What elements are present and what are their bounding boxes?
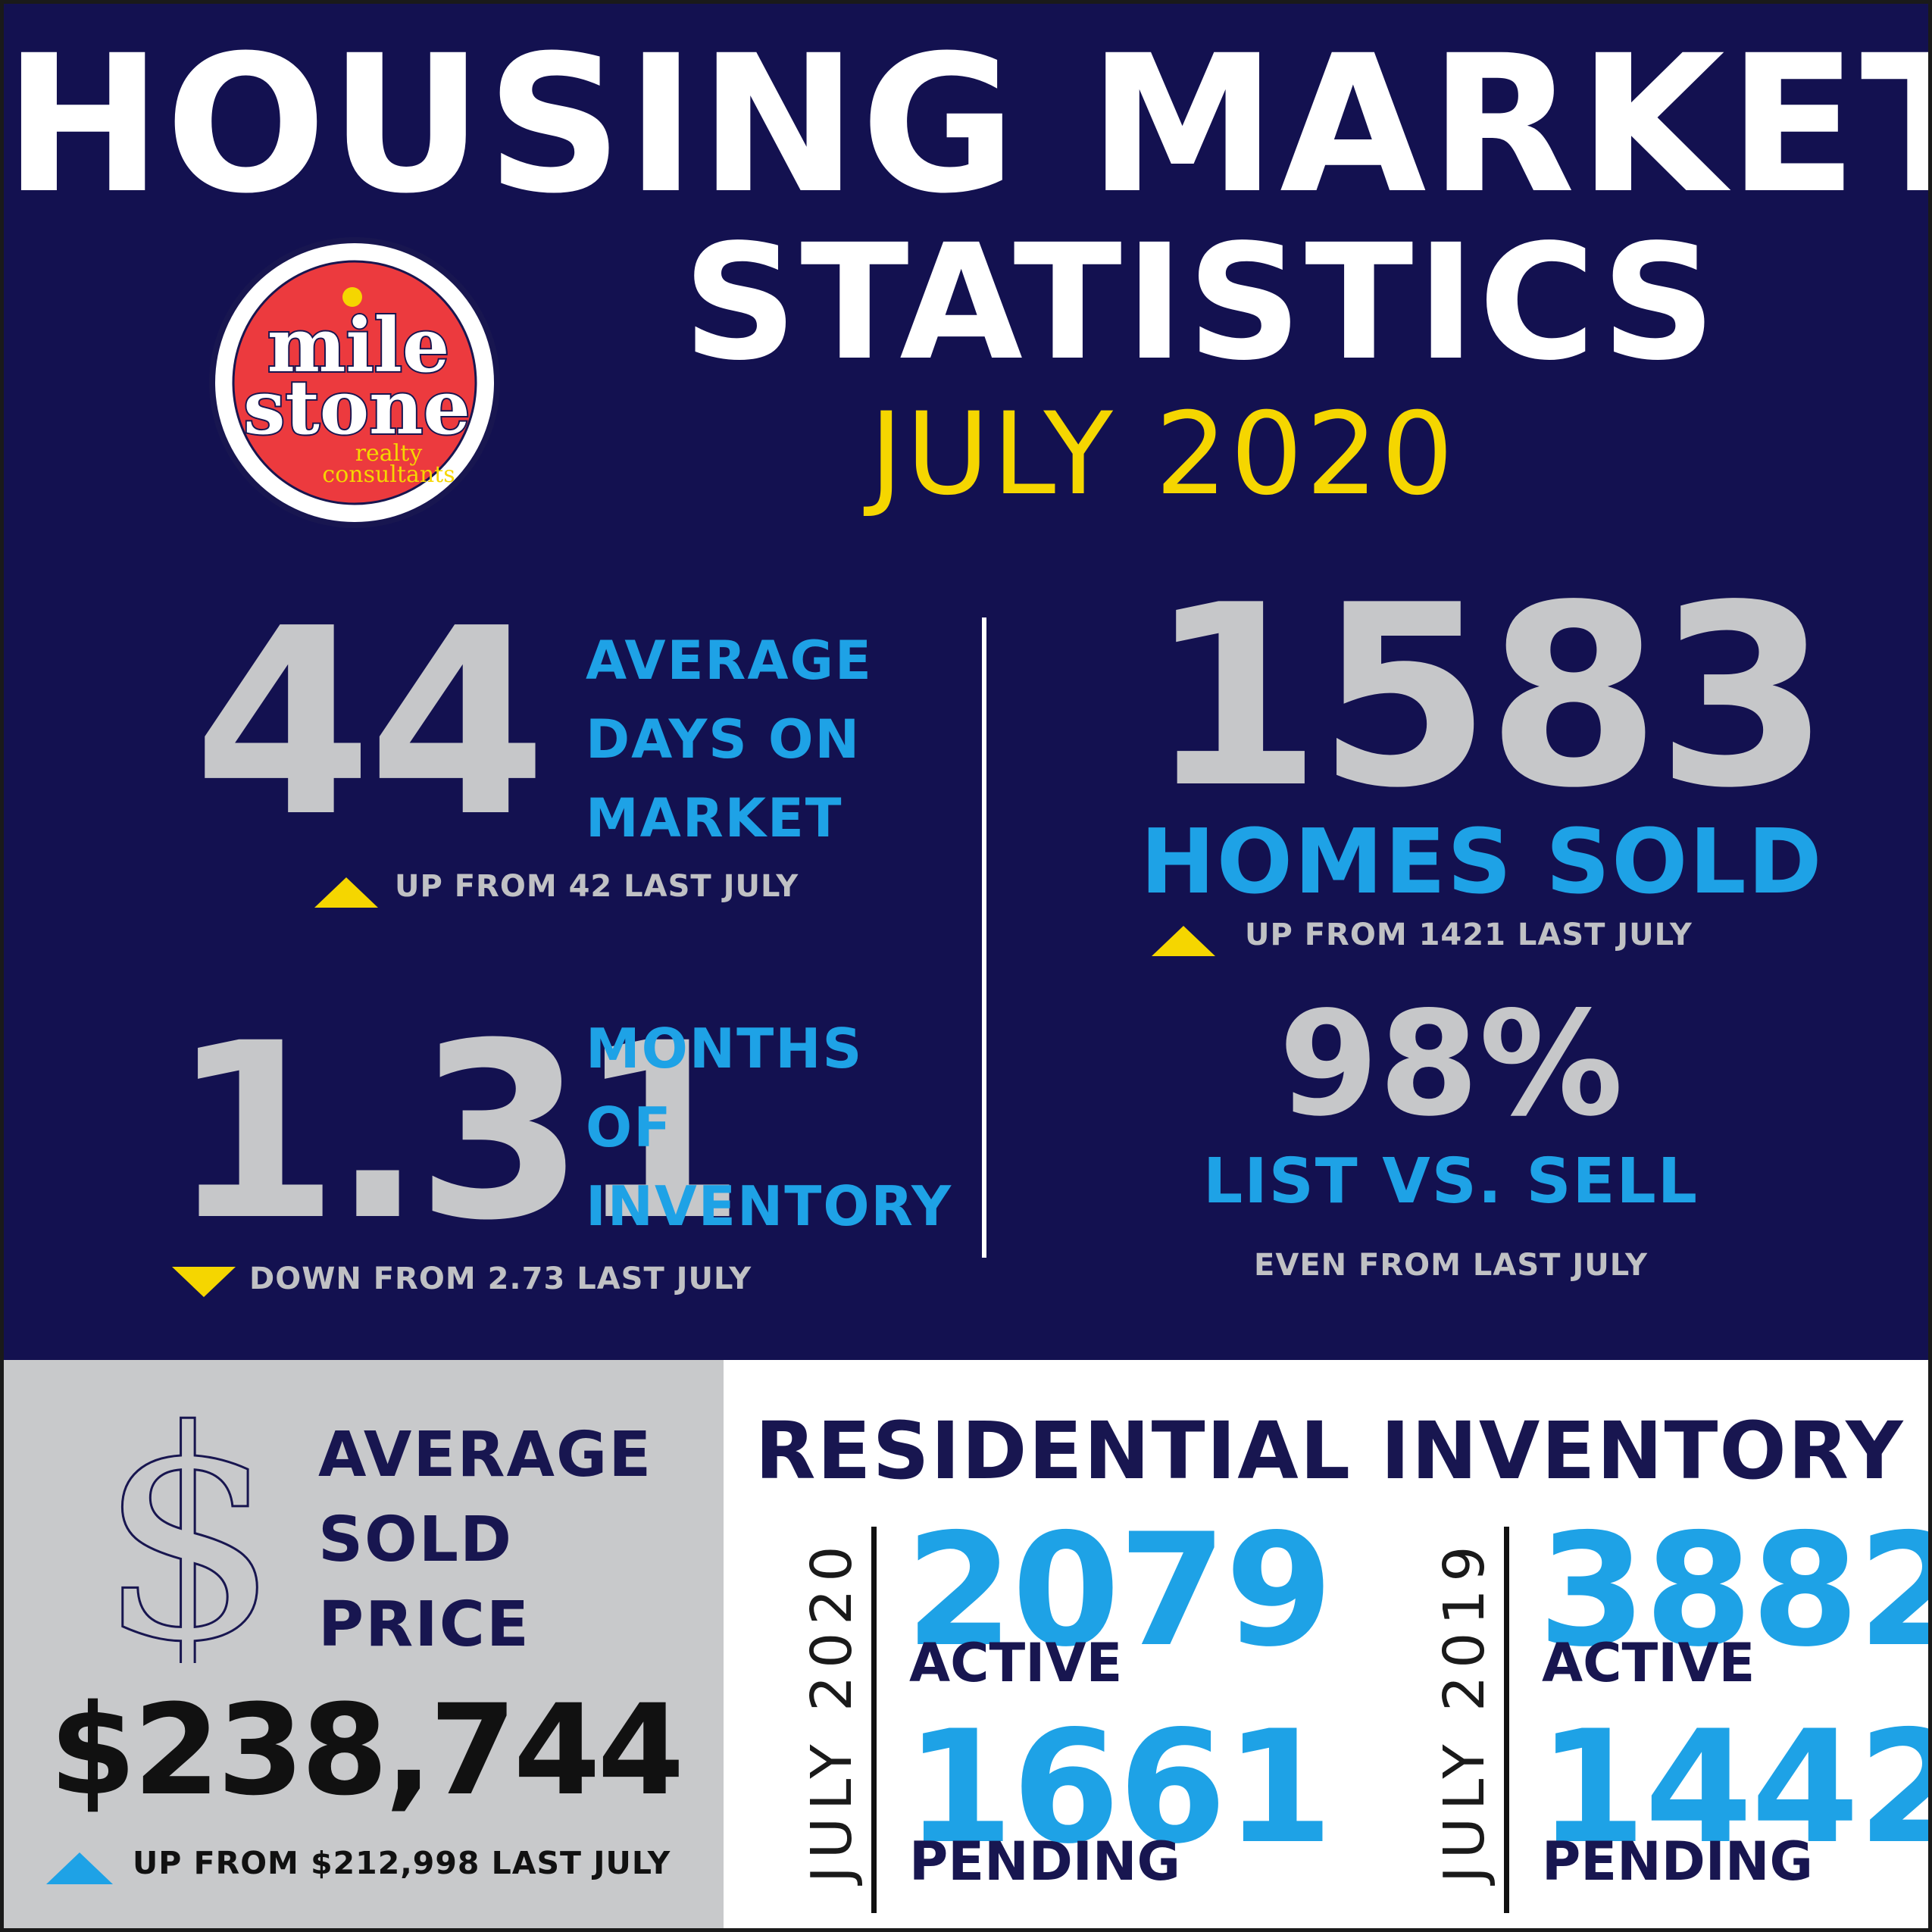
price-label-line3: PRICE [318,1589,530,1661]
period-2020-active-value: 2079 [905,1501,1333,1681]
days-on-market-label: AVERAGE DAYS ON MARKET [586,621,873,858]
milestone-logo: mile stone realty consultants [207,235,502,530]
average-price-change: UP FROM $212,998 LAST JULY [133,1845,671,1881]
period-2020-divider [871,1527,877,1913]
homes-sold-value: 1583 [1148,552,1830,843]
period-2019-pending-label: PENDING [1542,1830,1813,1893]
vertical-divider [982,617,986,1258]
homes-sold-change: UP FROM 1421 LAST JULY [1245,918,1693,952]
price-label-line2: SOLD [318,1504,514,1576]
up-arrow-icon [46,1852,113,1884]
days-on-market-change: UP FROM 42 LAST JULY [395,869,799,904]
homes-sold-label: HOMES SOLD [1140,809,1824,914]
residential-inventory-panel: RESIDENTIAL INVENTORY JULY 2020 2079 ACT… [724,1360,1932,1928]
average-price-value: $238,744 [49,1677,684,1823]
logo-line3: realty [355,440,423,467]
logo-line4: consultants [322,461,455,488]
months-label-line1: MONTHS [586,1017,864,1080]
days-label-line3: MARKET [586,787,843,849]
period-2019-pending-value: 1442 [1538,1698,1932,1878]
period-2019-active-value: 3882 [1538,1501,1932,1681]
days-label-line1: AVERAGE [586,630,873,692]
period-label: JULY 2020 [869,389,1457,521]
title-line-2: STATISTICS [683,210,1719,395]
period-2020-label: JULY 2020 [799,1538,864,1883]
svg-text:$: $ [110,1398,269,1663]
up-arrow-icon [314,877,378,908]
period-2020-pending-value: 1661 [905,1698,1333,1878]
period-2020-pending-label: PENDING [909,1830,1180,1893]
period-2019-active-label: ACTIVE [1542,1632,1755,1694]
days-on-market-value: 44 [193,574,547,874]
logo-badge-icon: mile stone realty consultants [209,237,500,528]
list-vs-sell-value: 98% [1278,980,1624,1148]
days-label-line2: DAYS ON [586,708,861,771]
list-vs-sell-change: EVEN FROM LAST JULY [1254,1248,1648,1283]
price-label-line1: AVERAGE [318,1419,653,1491]
period-2019-label: JULY 2019 [1432,1538,1497,1883]
months-label-line2: OF [586,1096,673,1159]
period-2019-divider [1504,1527,1509,1913]
average-price-panel: $ AVERAGE SOLD PRICE $238,744 UP FROM $2… [4,1360,724,1928]
dollar-sign-icon: $ [110,1398,269,1663]
logo-line2: stone [243,364,470,452]
months-inventory-change: DOWN FROM 2.73 LAST JULY [249,1261,752,1296]
price-label: AVERAGE SOLD PRICE [318,1413,652,1668]
months-label-line3: INVENTORY [586,1174,953,1238]
inventory-title: RESIDENTIAL INVENTORY [755,1405,1905,1497]
down-arrow-icon [172,1267,236,1297]
logo-line1: mile [267,302,450,389]
months-inventory-label: MONTHS OF INVENTORY [586,1009,952,1246]
up-arrow-icon [1152,926,1215,956]
title-line-1: HOUSING MARKET [4,14,1932,235]
statistics-panel: HOUSING MARKET STATISTICS JULY 2020 mile… [4,4,1932,1360]
period-2020-active-label: ACTIVE [909,1632,1123,1694]
months-inventory-value: 1.31 [170,992,746,1274]
list-vs-sell-label: LIST VS. SELL [1202,1146,1699,1218]
